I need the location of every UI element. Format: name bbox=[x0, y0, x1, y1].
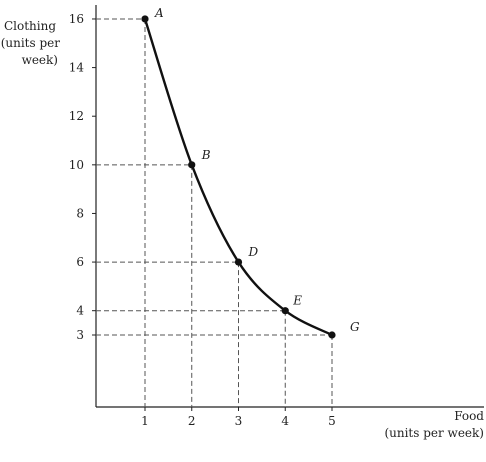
x-tick-label-5: 5 bbox=[328, 414, 336, 428]
y-tick-label-3: 3 bbox=[76, 328, 84, 342]
point-label-E: E bbox=[292, 294, 302, 308]
y-tick-label-16: 16 bbox=[69, 12, 84, 26]
point-G bbox=[328, 331, 336, 339]
point-A bbox=[141, 15, 149, 23]
y-tick-label-14: 14 bbox=[69, 61, 85, 75]
point-label-B: B bbox=[201, 148, 211, 162]
indifference-curve bbox=[143, 18, 333, 337]
y-axis-label-line3: week) bbox=[22, 53, 58, 67]
x-tick-label-3: 3 bbox=[235, 414, 243, 428]
point-E bbox=[281, 307, 289, 315]
x-axis-label-line2: (units per week) bbox=[384, 426, 484, 440]
x-tick-label-1: 1 bbox=[141, 414, 149, 428]
point-D bbox=[234, 258, 243, 266]
x-tick-label-2: 2 bbox=[188, 414, 196, 428]
point-label-D: D bbox=[248, 245, 259, 259]
y-axis-label-line1: Clothing bbox=[4, 19, 56, 33]
y-tick-label-6: 6 bbox=[76, 255, 84, 269]
y-tick-label-12: 12 bbox=[69, 109, 84, 123]
point-label-A: A bbox=[154, 6, 164, 20]
y-tick-label-8: 8 bbox=[76, 206, 84, 220]
curve-points: A B D E G bbox=[141, 6, 360, 339]
y-axis-label-line2: (units per bbox=[1, 36, 61, 50]
dashed-guide-lines bbox=[96, 18, 333, 407]
point-label-G: G bbox=[350, 320, 360, 334]
point-B bbox=[188, 161, 196, 169]
y-tick-label-10: 10 bbox=[69, 158, 84, 172]
y-tick-label-4: 4 bbox=[76, 304, 84, 318]
x-axis-label-line1: Food bbox=[454, 409, 484, 423]
x-tick-label-4: 4 bbox=[281, 414, 289, 428]
